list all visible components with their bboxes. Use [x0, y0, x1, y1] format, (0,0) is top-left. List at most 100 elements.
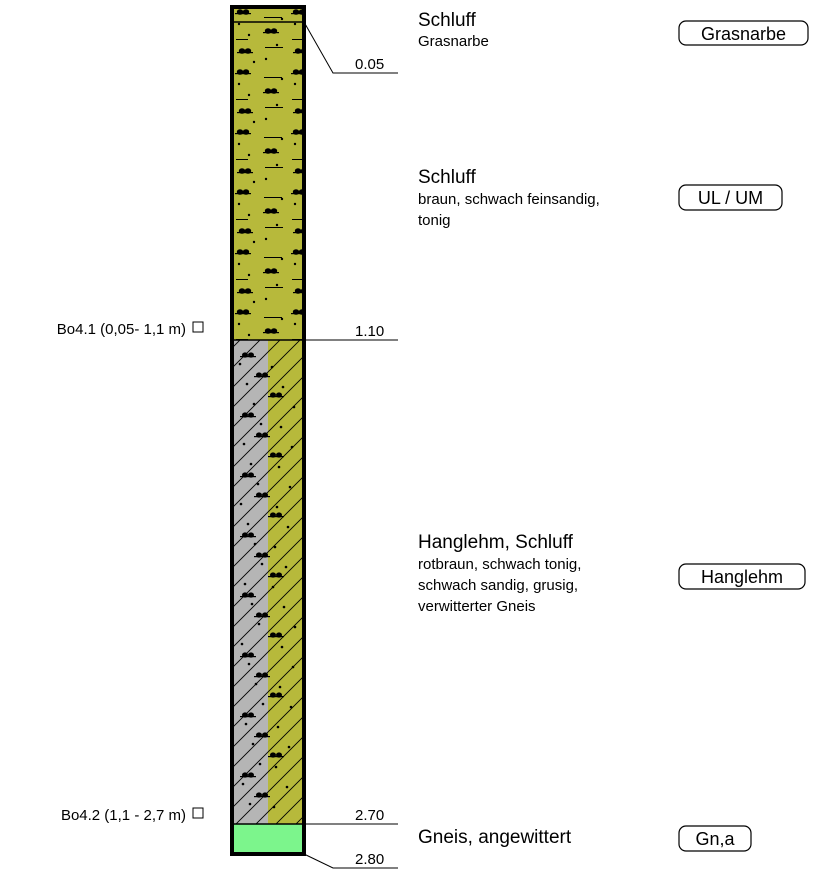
sand-dot — [271, 585, 275, 589]
code-box-hanglehm — [678, 563, 806, 590]
silt-symbol — [254, 432, 270, 438]
silt-symbol — [254, 792, 270, 798]
sand-dot — [261, 702, 265, 706]
sand-dot — [276, 725, 280, 729]
soil-column — [230, 5, 306, 856]
silt-symbol — [240, 772, 256, 778]
depth-label-2-80: 2.80 — [355, 851, 384, 868]
code-schluff: UL / UM — [678, 184, 783, 211]
description-schluff: Schluff braun, schwach feinsandig, tonig — [418, 167, 600, 229]
sand-dot — [259, 422, 263, 426]
sand-dot — [278, 685, 282, 689]
code-box-gneis — [678, 825, 752, 852]
sample-label-bo4-1: Bo4.1 (0,05- 1,1 m) — [57, 321, 186, 338]
silt-symbol — [268, 692, 284, 698]
layer-hanglehm-symbols — [238, 352, 297, 809]
layer-schluff-fill — [232, 17, 304, 340]
sand-dot — [273, 545, 277, 549]
silt-symbol — [268, 632, 284, 638]
sand-dot — [251, 742, 255, 746]
layer-desc-grasnarbe-line-1: Grasnarbe — [418, 33, 489, 50]
layer-title-hanglehm: Hanglehm, Schluff — [418, 532, 574, 553]
sand-dot — [246, 522, 250, 526]
code-box-grasnarbe — [678, 20, 809, 46]
sand-dot — [250, 602, 254, 606]
silt-symbol — [254, 492, 270, 498]
sand-dot — [242, 442, 246, 446]
sample-label-bo4-2: Bo4.2 (1,1 - 2,7 m) — [61, 807, 186, 824]
silt-symbol — [240, 472, 256, 478]
sand-dot — [284, 565, 288, 569]
silt-symbol — [254, 372, 270, 378]
depth-label-2-70: 2.70 — [355, 807, 384, 824]
sand-dot — [243, 582, 247, 586]
sand-dot — [247, 662, 251, 666]
sand-dot — [241, 782, 245, 786]
sand-dot — [279, 425, 283, 429]
depth-marker-2-80: 2.80 — [303, 851, 398, 869]
silt-symbol — [268, 512, 284, 518]
sand-dot — [253, 542, 257, 546]
description-hanglehm: Hanglehm, Schluff rotbraun, schwach toni… — [418, 532, 581, 615]
sample-marker-bo4-2 — [192, 807, 204, 819]
layer-desc-hanglehm-line-1: rotbraun, schwach tonig, — [418, 556, 581, 573]
sand-dot — [260, 562, 264, 566]
description-gneis: Gneis, angewittert — [418, 827, 572, 848]
sand-dot — [240, 642, 244, 646]
sand-dot — [252, 402, 256, 406]
layer-title-gneis: Gneis, angewittert — [418, 827, 572, 848]
silt-symbol — [240, 412, 256, 418]
description-grasnarbe: Schluff Grasnarbe — [418, 10, 489, 50]
code-grasnarbe: Grasnarbe — [678, 20, 809, 46]
sand-dot — [281, 385, 285, 389]
silt-symbol — [254, 552, 270, 558]
depth-label-0-05: 0.05 — [355, 56, 384, 73]
layer-desc-hanglehm-line-3: verwitterter Gneis — [418, 598, 536, 615]
sample-bo4-1: Bo4.1 (0,05- 1,1 m) — [57, 321, 204, 338]
silt-symbol — [240, 532, 256, 538]
sand-dot — [254, 682, 258, 686]
sand-dot — [239, 502, 243, 506]
sand-dot — [275, 505, 279, 509]
sand-dot — [293, 625, 297, 629]
silt-symbol — [268, 452, 284, 458]
sand-dot — [292, 405, 296, 409]
sand-dot — [248, 802, 252, 806]
silt-symbol — [254, 732, 270, 738]
sand-dot — [291, 665, 295, 669]
silt-symbol — [240, 712, 256, 718]
sand-dot — [245, 382, 249, 386]
sand-dot — [272, 805, 276, 809]
sand-dot — [289, 705, 293, 709]
silt-symbol — [254, 612, 270, 618]
sand-dot — [249, 462, 253, 466]
sand-dot — [288, 485, 292, 489]
depth-label-1-10: 1.10 — [355, 323, 384, 340]
layer-hanglehm-hatch — [232, 340, 304, 824]
sand-dot — [282, 605, 286, 609]
layer-desc-schluff-line-2: tonig — [418, 212, 451, 229]
layer-desc-hanglehm-line-2: schwach sandig, grusig, — [418, 577, 578, 594]
sand-dot — [290, 445, 294, 449]
layer-grasnarbe-fill — [232, 7, 304, 17]
silt-symbol — [240, 652, 256, 658]
sand-dot — [270, 365, 274, 369]
sand-dot — [244, 722, 248, 726]
layer-title-schluff: Schluff — [418, 167, 476, 188]
silt-symbol — [268, 572, 284, 578]
silt-symbol — [268, 392, 284, 398]
silt-symbol — [240, 352, 256, 358]
sand-dot — [274, 765, 278, 769]
column-outline — [230, 5, 306, 856]
silt-symbol — [240, 592, 256, 598]
layer-desc-schluff-line-1: braun, schwach feinsandig, — [418, 191, 600, 208]
silt-symbol — [254, 672, 270, 678]
sand-dot — [286, 525, 290, 529]
sand-dot — [257, 622, 261, 626]
sand-dot — [285, 785, 289, 789]
sample-bo4-2: Bo4.2 (1,1 - 2,7 m) — [61, 807, 204, 824]
code-label-gneis: Gn,a — [695, 829, 735, 849]
sand-dot — [280, 645, 284, 649]
sand-dot — [287, 745, 291, 749]
